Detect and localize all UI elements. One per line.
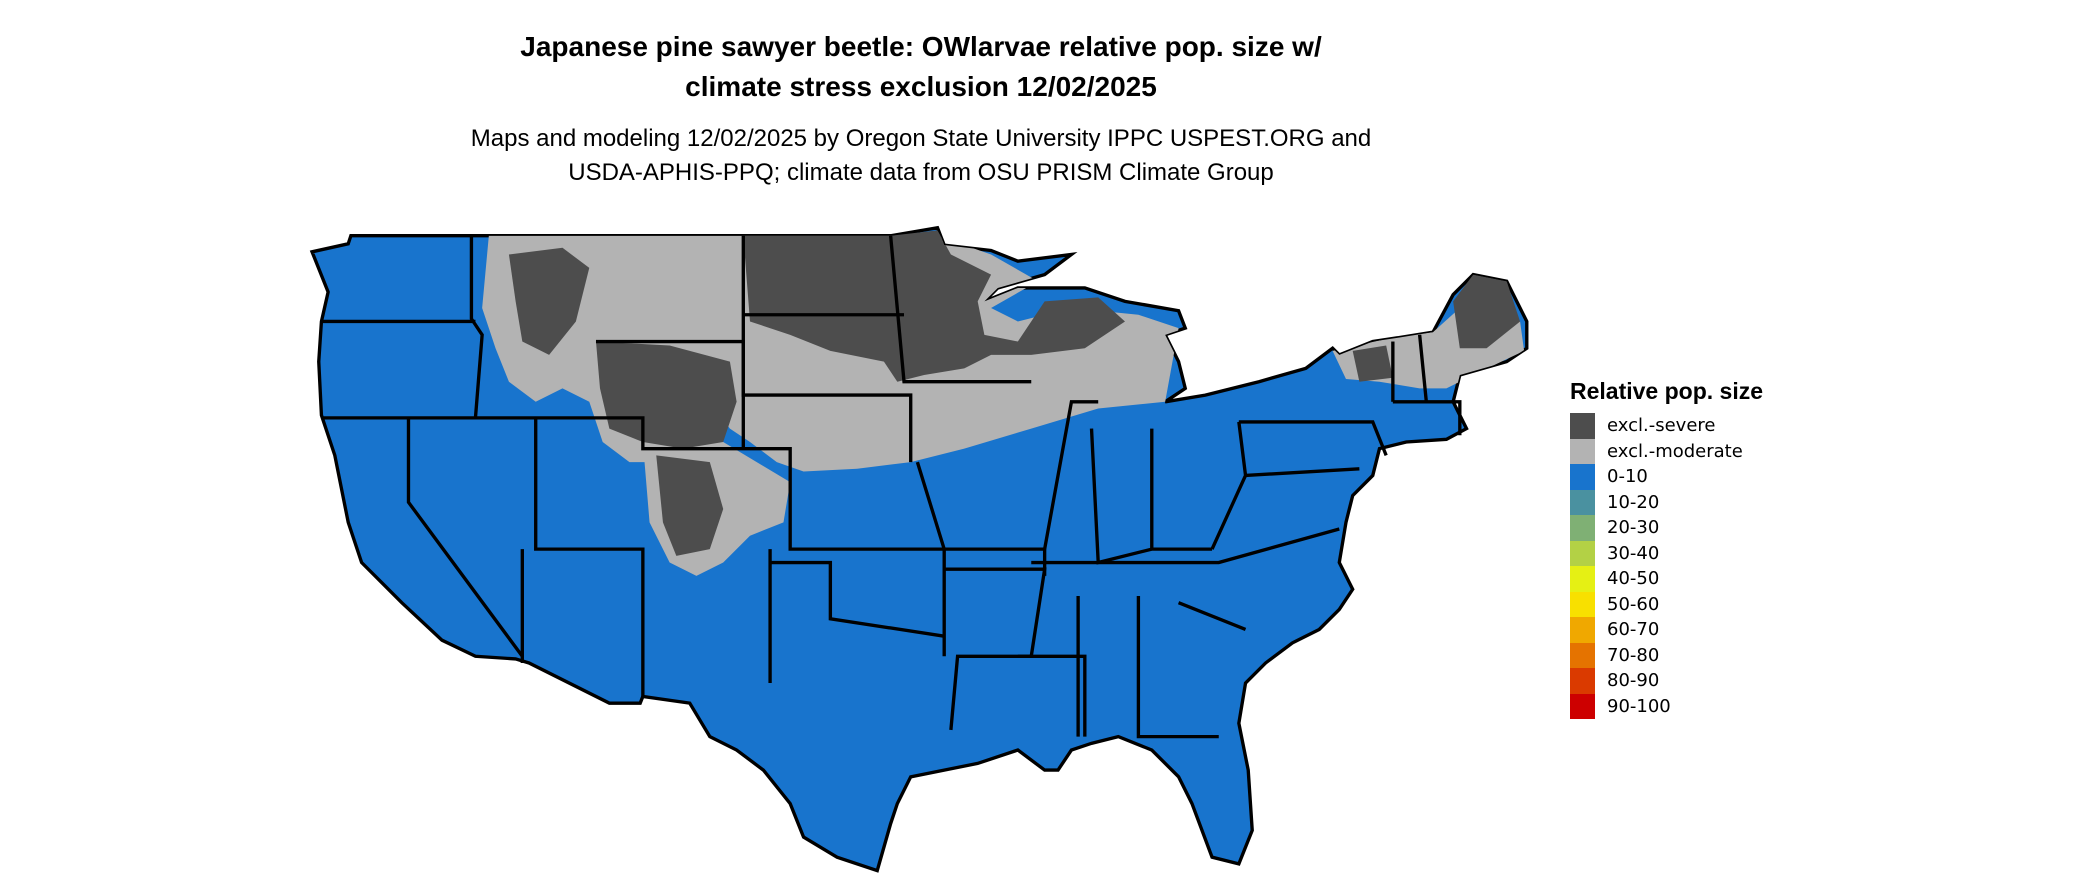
legend-swatch — [1570, 489, 1595, 515]
legend-label: 90-100 — [1607, 695, 1671, 717]
excl-severe-region — [508, 247, 590, 355]
legend-label: excl.-severe — [1607, 415, 1716, 437]
legend-swatch — [1570, 515, 1595, 541]
legend-swatch — [1570, 413, 1595, 439]
legend: Relative pop. size excl.-severe excl.-mod… — [1570, 378, 1763, 719]
legend-item: 60-70 — [1570, 617, 1763, 643]
legend-item: excl.-moderate — [1570, 438, 1763, 464]
legend-swatch — [1570, 668, 1595, 694]
state-borders — [321, 235, 1462, 739]
legend-label: 0-10 — [1607, 466, 1648, 488]
legend-item: 10-20 — [1570, 489, 1763, 515]
legend-label: 60-70 — [1607, 619, 1660, 641]
legend-swatch — [1570, 540, 1595, 566]
legend-title: Relative pop. size — [1570, 378, 1764, 404]
map-subtitle-line-2: USDA-APHIS-PPQ; climate data from OSU PR… — [568, 159, 1274, 186]
map-subtitle-line-1: Maps and modeling 12/02/2025 by Oregon S… — [470, 125, 1372, 152]
legend-item: 80-90 — [1570, 668, 1763, 694]
exclusion-areas — [482, 230, 1525, 576]
legend-item: 50-60 — [1570, 591, 1763, 617]
legend-item: 90-100 — [1570, 693, 1763, 719]
legend-swatch — [1570, 566, 1595, 592]
legend-swatch — [1570, 464, 1595, 490]
legend-items: excl.-severe excl.-moderate 0-10 10-20 20-30… — [1570, 413, 1763, 719]
legend-label: 80-90 — [1607, 670, 1660, 692]
excl-severe-region — [595, 341, 737, 449]
legend-item: 70-80 — [1570, 642, 1763, 668]
legend-swatch — [1570, 591, 1595, 617]
legend-label: excl.-moderate — [1607, 440, 1743, 462]
legend-swatch — [1570, 642, 1595, 668]
legend-label: 70-80 — [1607, 644, 1660, 666]
legend-item: excl.-severe — [1570, 413, 1763, 439]
legend-label: 50-60 — [1607, 593, 1660, 615]
legend-item: 20-30 — [1570, 515, 1763, 541]
map-title-line-1: Japanese pine sawyer beetle: OWlarvae re… — [520, 31, 1322, 62]
excl-severe-region — [656, 455, 724, 556]
excl-severe-region — [743, 230, 1125, 382]
map-title-line-2: climate stress exclusion 12/02/2025 — [685, 71, 1157, 102]
legend-label: 40-50 — [1607, 568, 1660, 590]
excl-severe-region — [1453, 274, 1521, 349]
excl-severe-region — [1352, 345, 1393, 382]
legend-label: 10-20 — [1607, 491, 1660, 513]
legend-item: 30-40 — [1570, 540, 1763, 566]
legend-item: 0-10 — [1570, 464, 1763, 490]
legend-label: 20-30 — [1607, 517, 1660, 539]
legend-swatch — [1570, 617, 1595, 643]
legend-label: 30-40 — [1607, 542, 1660, 564]
legend-swatch — [1570, 438, 1595, 464]
legend-item: 40-50 — [1570, 566, 1763, 592]
legend-swatch — [1570, 693, 1595, 719]
